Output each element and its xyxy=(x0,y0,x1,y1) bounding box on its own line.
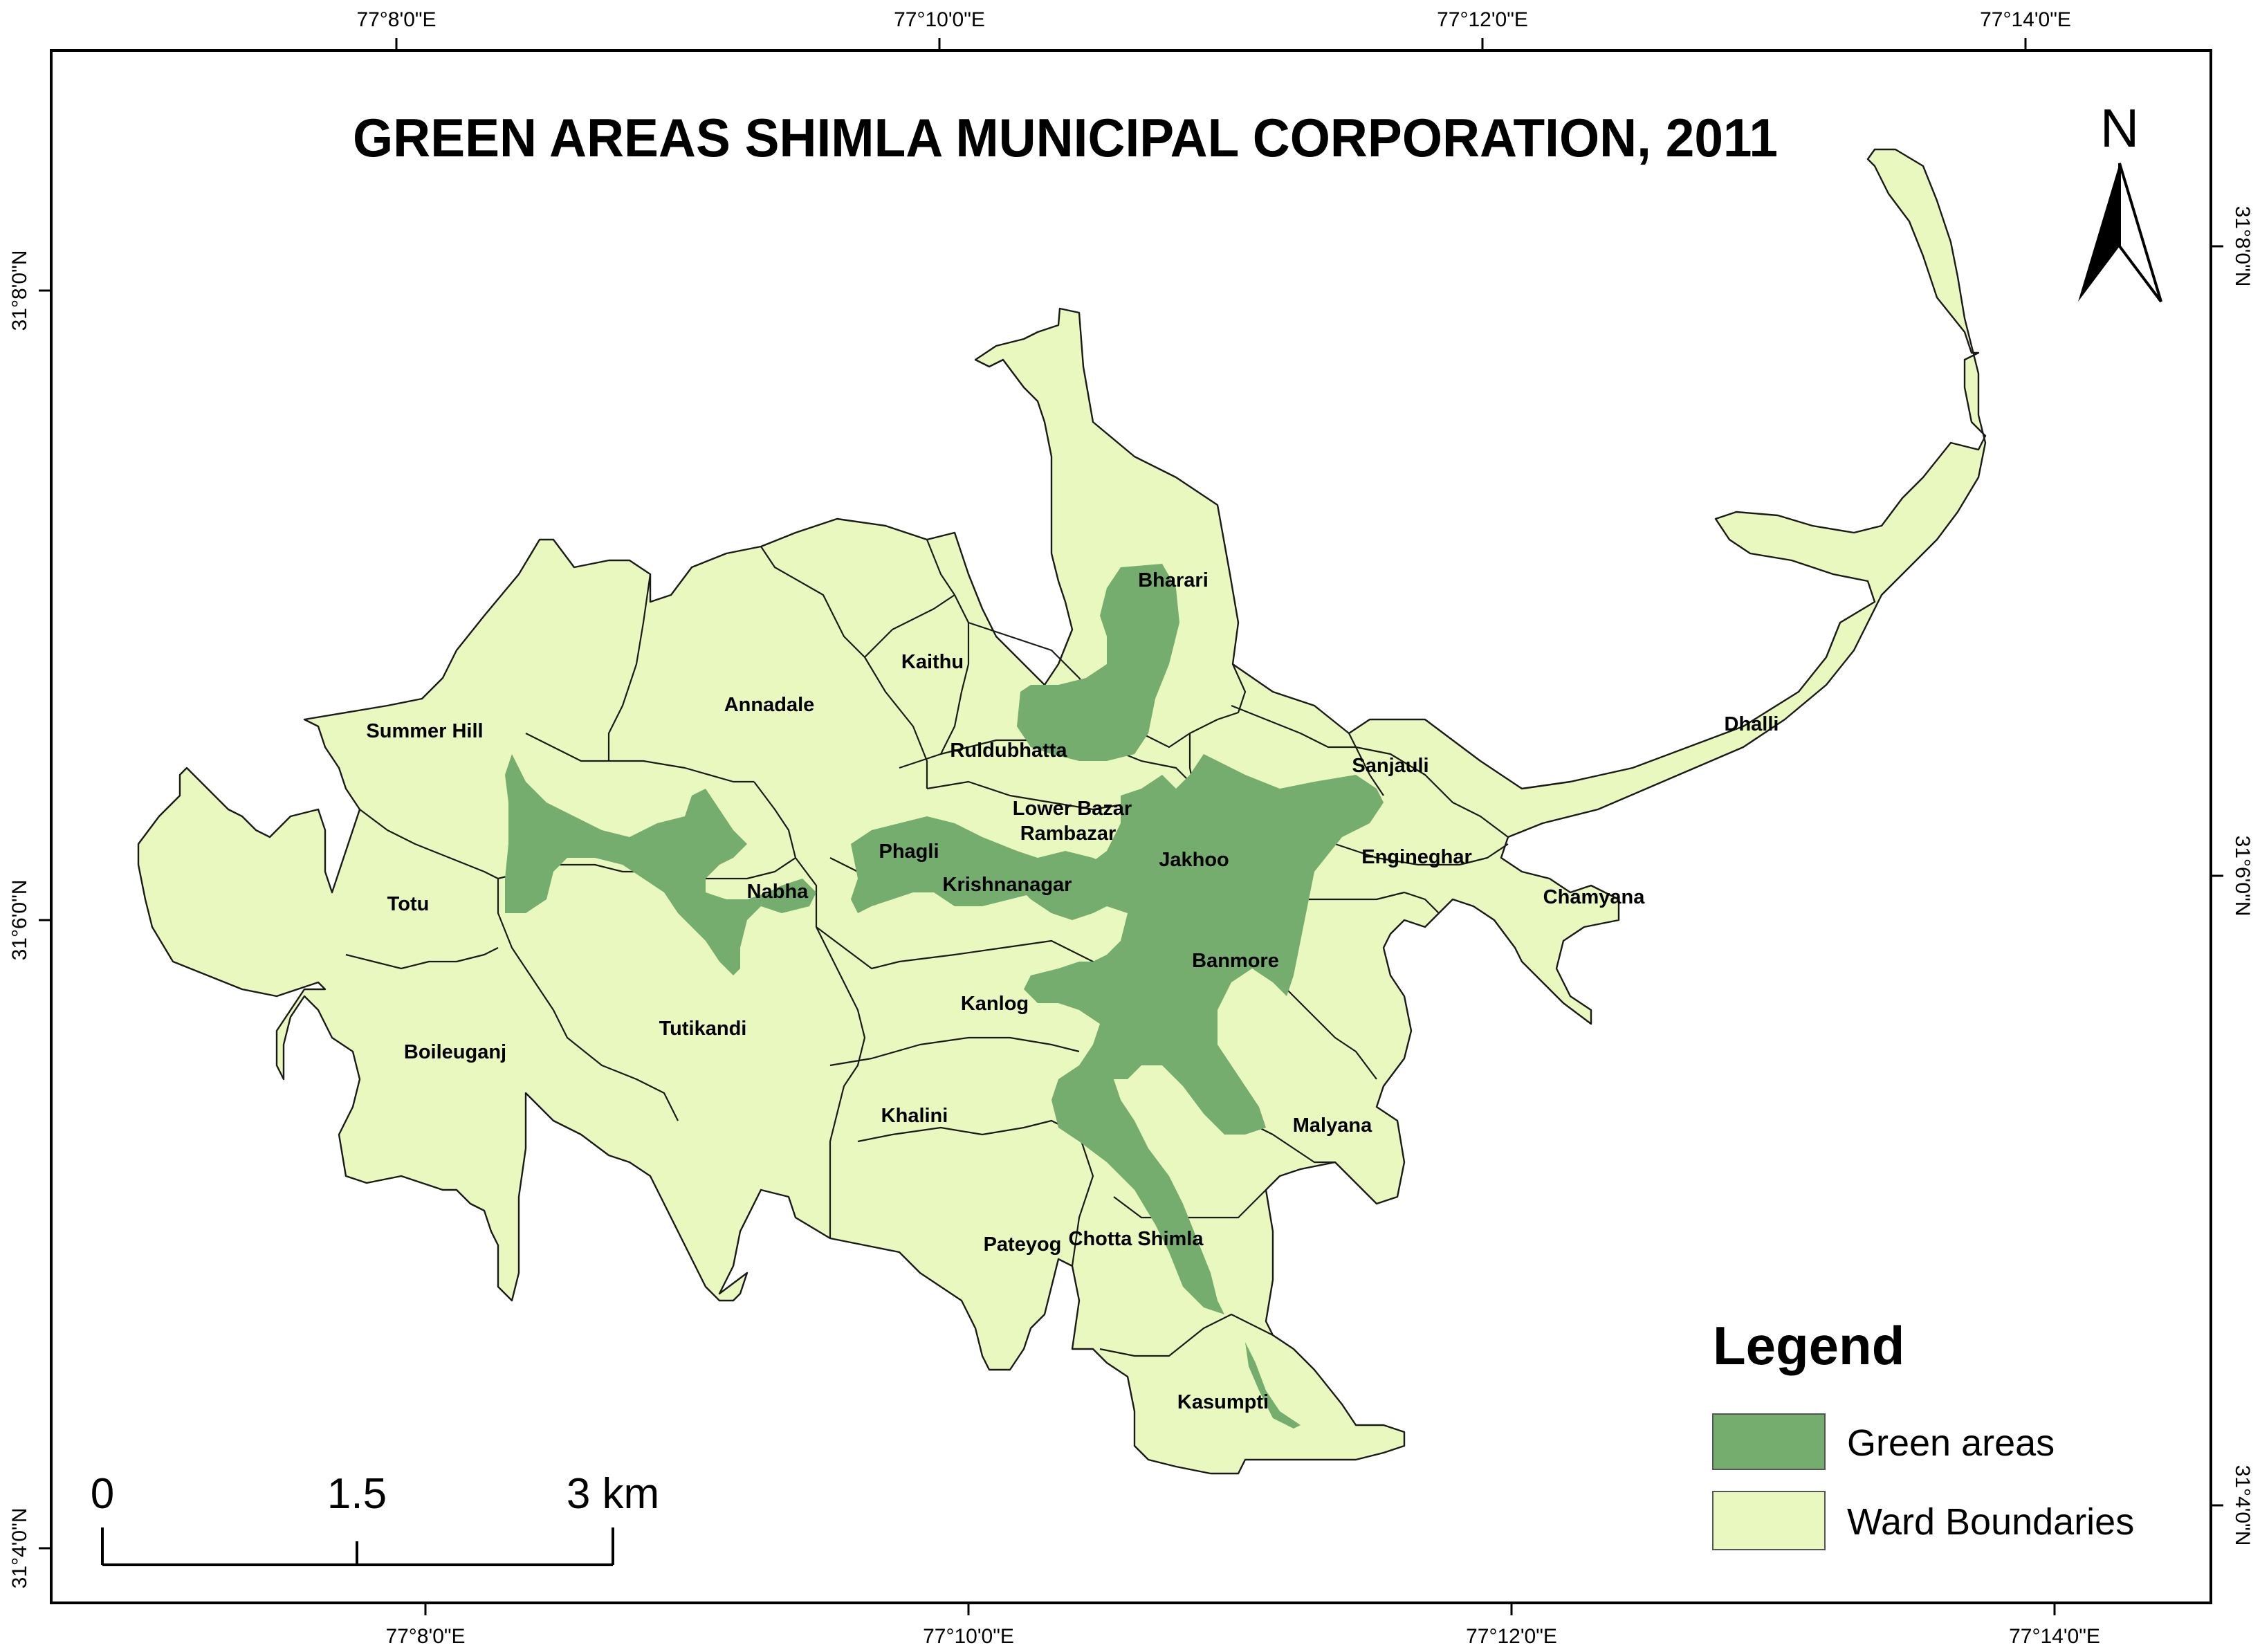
ward-label-krishnanagar: Krishnanagar xyxy=(943,874,1072,896)
green-area-bharari xyxy=(1017,564,1179,761)
ward-label-nabha: Nabha xyxy=(747,881,809,903)
bottom-ticks xyxy=(424,1603,2056,1615)
top-ticks xyxy=(395,38,2027,51)
green-area-west xyxy=(505,754,816,975)
legend-label-ward-boundaries: Ward Boundaries xyxy=(1847,1501,2134,1543)
bottom-lon-label: 77°14'0"E xyxy=(2009,1625,2100,1648)
left-lat-label: 31°6'0"N xyxy=(8,880,31,961)
green-area-kasumpti xyxy=(1245,1342,1301,1429)
ward-label-totu: Totu xyxy=(387,893,430,915)
right-lat-label: 31°4'0"N xyxy=(2231,1465,2254,1546)
ward-label-engineghar: Engineghar xyxy=(1361,846,1472,868)
ward-label-boileuganj: Boileuganj xyxy=(404,1041,506,1063)
green-area-central xyxy=(1024,754,1384,1314)
bottom-lon-label: 77°8'0"E xyxy=(385,1625,465,1648)
ward-label-jakhoo: Jakhoo xyxy=(1159,849,1229,871)
ward-label-bharari: Bharari xyxy=(1138,569,1209,591)
ward-labels: Bharari Kaithu Annadale Summer Hill Ruld… xyxy=(366,569,1779,1413)
ward-label-kasumpti: Kasumpti xyxy=(1177,1391,1269,1413)
right-lat-label: 31°6'0"N xyxy=(2231,836,2254,917)
scale-label-mid: 1.5 xyxy=(327,1470,387,1518)
ward-label-pateyog: Pateyog xyxy=(984,1233,1062,1256)
top-lon-label: 77°8'0"E xyxy=(356,8,436,31)
map-title: GREEN AREAS SHIMLA MUNICIPAL CORPORATION… xyxy=(353,107,1778,168)
legend-swatch-ward-boundaries xyxy=(1712,1491,1826,1550)
top-lon-label: 77°12'0"E xyxy=(1437,8,1528,31)
municipal-boundary xyxy=(137,148,1987,1475)
ward-label-malyana: Malyana xyxy=(1293,1114,1372,1137)
top-lon-label: 77°14'0"E xyxy=(1980,8,2071,31)
ward-label-phagli: Phagli xyxy=(879,841,939,863)
north-letter: N xyxy=(2100,98,2139,158)
right-ticks xyxy=(2211,245,2223,1507)
ward-label-dhalli: Dhalli xyxy=(1725,713,1779,735)
green-area-phagli xyxy=(851,816,1107,913)
ward-label-annadale: Annadale xyxy=(724,694,815,716)
bottom-lon-label: 77°12'0"E xyxy=(1466,1625,1557,1648)
ward-label-kanlog: Kanlog xyxy=(961,993,1029,1015)
ward-label-summer-hill: Summer Hill xyxy=(366,720,483,742)
left-lat-label: 31°8'0"N xyxy=(8,250,31,331)
ward-label-tutikandi: Tutikandi xyxy=(659,1018,747,1040)
legend-swatch-green-areas xyxy=(1712,1413,1826,1470)
north-arrow-icon: N xyxy=(2078,98,2162,303)
scale-label-end: 3 km xyxy=(567,1470,659,1518)
ward-label-ruldubhatta: Ruldubhatta xyxy=(950,740,1067,762)
ward-label-rambazar: Rambazar xyxy=(1020,823,1117,845)
scale-bar: 0 1.5 3 km xyxy=(91,1470,659,1566)
top-lon-label: 77°10'0"E xyxy=(894,8,985,31)
right-lat-label: 31°8'0"N xyxy=(2231,206,2254,287)
ward-label-chotta-shimla: Chotta Shimla xyxy=(1069,1228,1204,1250)
ward-label-kaithu: Kaithu xyxy=(901,651,964,673)
left-lat-label: 31°4'0"N xyxy=(8,1508,31,1589)
ward-label-chamyana: Chamyana xyxy=(1543,886,1646,908)
left-ticks xyxy=(39,289,51,1550)
green-areas xyxy=(505,564,1384,1429)
ward-label-banmore: Banmore xyxy=(1192,950,1279,972)
scale-label-0: 0 xyxy=(91,1470,114,1518)
bottom-lon-label: 77°10'0"E xyxy=(923,1625,1014,1648)
legend-title: Legend xyxy=(1713,1315,1904,1376)
ward-label-lower-bazar: Lower Bazar xyxy=(1013,798,1132,820)
ward-label-khalini: Khalini xyxy=(881,1105,948,1127)
legend: Legend Green areas Ward Boundaries xyxy=(1712,1315,2134,1550)
ward-label-sanjauli: Sanjauli xyxy=(1352,755,1428,777)
legend-label-green-areas: Green areas xyxy=(1847,1422,2055,1464)
